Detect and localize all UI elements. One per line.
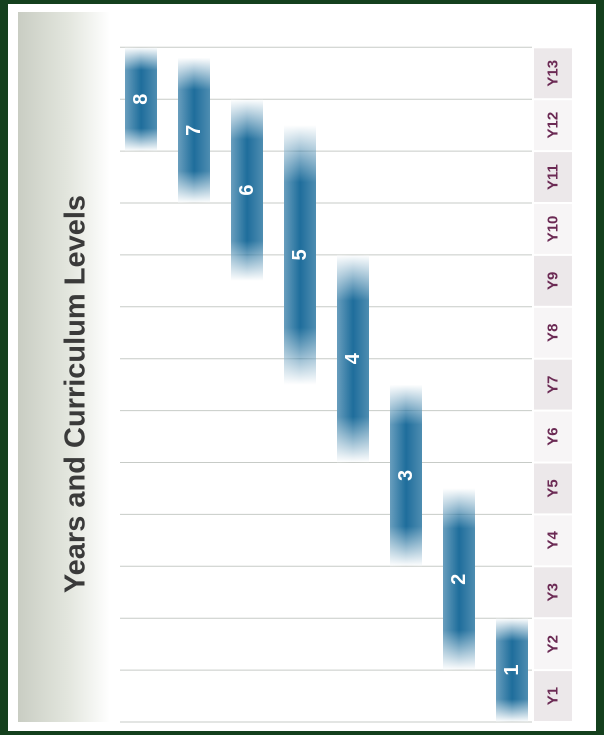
level-bar: 7: [178, 57, 210, 204]
level-label: 3: [395, 470, 417, 481]
level-label: 5: [289, 249, 311, 260]
year-label-cell: [534, 204, 572, 254]
year-label: Y9: [545, 272, 562, 290]
year-label-cell: [534, 152, 572, 202]
year-label: Y2: [545, 635, 562, 653]
level-label: 1: [501, 665, 523, 676]
level-bar: 4: [337, 254, 369, 463]
levels-chart: Y1 Y2 Y3 Y4 Y5 Y6 Y7 Y8 Y9 Y10 Y11 Y12 Y13 1 2 3 4 5 6 7 8: [120, 46, 572, 723]
year-label-cell: [534, 255, 572, 306]
level-bar: 2: [443, 488, 475, 671]
year-label: Y6: [545, 427, 562, 445]
year-label-cell: [534, 619, 572, 670]
year-label: Y5: [545, 479, 562, 497]
year-label-cell: [534, 567, 572, 618]
title-band: [18, 12, 110, 722]
level-label: 4: [342, 352, 364, 364]
level-bar: 8: [125, 47, 157, 152]
year-label-cell: [534, 515, 572, 566]
page-title: Years and Curriculum Levels: [59, 194, 92, 594]
level-bar: 3: [390, 384, 422, 567]
year-label: Y10: [545, 216, 562, 243]
year-label-cell: [534, 359, 572, 410]
year-label: Y11: [545, 164, 562, 190]
year-label-cell: [534, 463, 572, 514]
level-label: 6: [236, 184, 258, 195]
level-bar: 5: [284, 125, 316, 385]
year-label: Y1: [545, 687, 562, 705]
level-label: 2: [448, 574, 470, 585]
year-label: Y8: [545, 324, 562, 342]
year-label-cell: [534, 671, 572, 721]
year-label: Y13: [545, 60, 562, 87]
year-label-cell: [534, 411, 572, 462]
year-label: Y7: [545, 375, 562, 393]
level-bar: 6: [231, 99, 263, 281]
year-label: Y3: [545, 583, 562, 601]
year-label-cell: [534, 100, 572, 151]
year-label-cell: [534, 48, 572, 99]
level-label: 8: [130, 94, 152, 105]
year-label-cell: [534, 307, 572, 358]
chart-frame: Y1 Y2 Y3 Y4 Y5 Y6 Y7 Y8 Y9 Y10 Y11 Y12 Y13 1 2 3 4 5 6 7 8 Y…: [8, 4, 596, 731]
year-label: Y4: [545, 531, 562, 550]
level-label: 7: [183, 125, 205, 136]
level-bar: 1: [496, 618, 528, 722]
year-label: Y12: [545, 112, 562, 139]
